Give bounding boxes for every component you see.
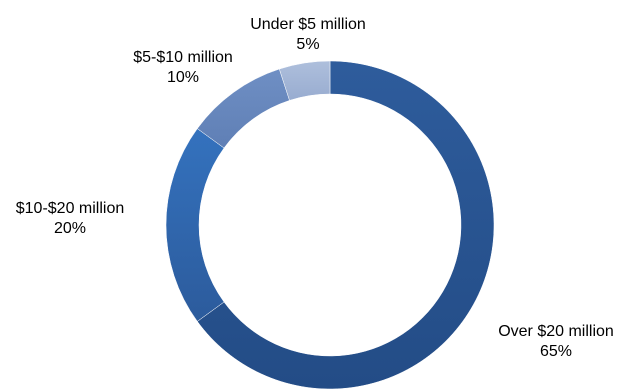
label-10-20-million: $10-$20 million 20% <box>16 199 125 239</box>
slice-under-5-million <box>279 60 331 101</box>
label-category: Over $20 million <box>498 323 614 340</box>
label-category: $10-$20 million <box>15 200 125 217</box>
label-value: 5% <box>296 36 320 53</box>
label-category: Under $5 million <box>250 16 366 33</box>
label-value: 10% <box>166 69 200 86</box>
label-under-5-million: Under $5 million 5% <box>250 15 366 55</box>
slice-10-20-million <box>165 128 225 322</box>
label-category: $5-$10 million <box>133 49 233 66</box>
label-5-10-million: $5-$10 million 10% <box>133 48 233 88</box>
label-value: 65% <box>539 343 573 360</box>
label-value: 20% <box>53 220 87 237</box>
label-over-20-million: Over $20 million 65% <box>498 322 614 362</box>
slice-over-20-million <box>196 60 495 390</box>
